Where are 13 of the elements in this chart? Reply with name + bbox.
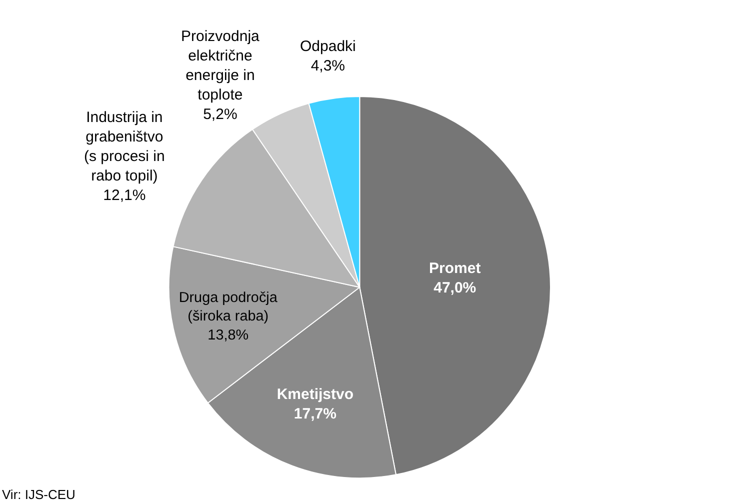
slice-label: Proizvodnja električne energije in toplote: [181, 28, 260, 104]
slice-label: Druga področja (široka raba): [178, 290, 278, 325]
data-label: 4,3%: [310, 58, 346, 74]
data-label: 5,2%: [203, 106, 238, 123]
slice-label: Promet: [429, 260, 481, 277]
data-label: 12,1%: [103, 187, 146, 204]
data-label: 13,8%: [208, 327, 249, 344]
text: Vir: IJS-CEU: [2, 487, 76, 502]
slice-label: Odpadki: [300, 38, 356, 55]
slice-label: Industrija in grabeništvo (s procesi in rabo topil): [84, 109, 165, 184]
data-label: 17,7%: [294, 405, 336, 422]
data-label: 47,0%: [434, 279, 476, 296]
slice-label: Kmetijstvo: [276, 386, 354, 403]
